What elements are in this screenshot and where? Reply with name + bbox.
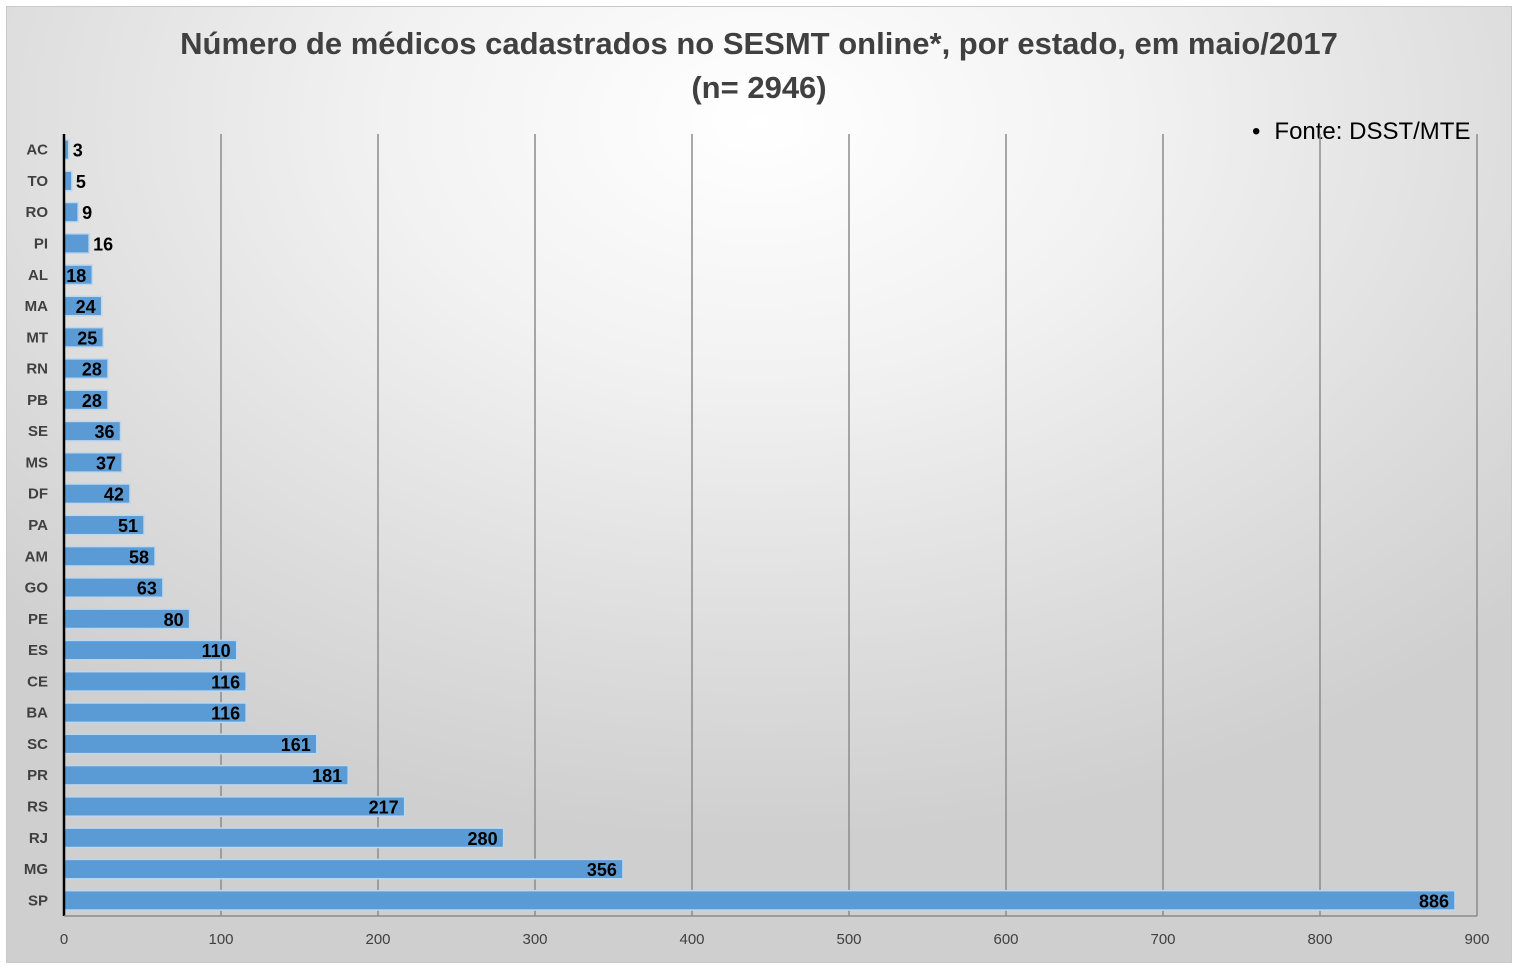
bullet-icon: • — [1252, 118, 1261, 145]
bar — [63, 201, 79, 223]
category-label: AM — [25, 548, 48, 565]
category-label: PI — [34, 235, 48, 252]
category-label: RJ — [29, 830, 48, 847]
data-label: 42 — [104, 485, 124, 505]
category-label: RN — [26, 361, 48, 378]
bar — [63, 827, 505, 849]
category-label: SE — [28, 423, 48, 440]
bar — [63, 733, 318, 755]
category-label: BA — [26, 705, 48, 722]
data-label: 3 — [73, 141, 83, 161]
data-label: 51 — [118, 516, 138, 536]
data-label: 110 — [202, 641, 231, 661]
data-label: 161 — [281, 735, 311, 755]
data-label: 5 — [76, 172, 86, 192]
category-label: SC — [27, 736, 48, 753]
data-label: 25 — [77, 328, 97, 348]
category-label: CE — [27, 673, 48, 690]
data-label: 16 — [93, 234, 113, 254]
data-label: 24 — [76, 297, 96, 317]
bar — [63, 233, 90, 254]
data-label: 886 — [1419, 891, 1449, 911]
source-note: • Fonte: DSST/MTE — [1252, 118, 1470, 146]
data-label: 356 — [587, 860, 617, 880]
data-label: 116 — [211, 704, 240, 724]
x-tick-label: 800 — [1307, 931, 1332, 948]
x-tick-label: 100 — [208, 931, 233, 948]
data-label: 28 — [82, 391, 102, 411]
category-label: AL — [28, 267, 48, 284]
chart-title: Número de médicos cadastrados no SESMT o… — [0, 22, 1518, 110]
data-label: 9 — [82, 203, 92, 223]
category-label: RO — [26, 204, 49, 221]
x-tick-label: 700 — [1150, 931, 1175, 948]
x-tick-label: 300 — [522, 931, 547, 948]
category-label: TO — [27, 173, 48, 190]
x-tick-label: 200 — [365, 931, 390, 948]
data-label: 80 — [164, 610, 184, 630]
data-label: 18 — [66, 266, 86, 286]
data-label: 28 — [82, 360, 102, 380]
category-label: DF — [28, 486, 48, 503]
category-label: PA — [28, 517, 48, 534]
x-tick-label: 400 — [679, 931, 704, 948]
x-tick-label: 0 — [60, 931, 68, 948]
x-tick-label: 600 — [993, 931, 1018, 948]
category-label: MT — [26, 329, 48, 346]
data-label: 116 — [211, 672, 240, 692]
category-label: GO — [25, 580, 49, 597]
category-label: MS — [26, 454, 49, 471]
category-label: PE — [28, 611, 48, 628]
data-label: 37 — [96, 453, 116, 473]
chart-subtitle: (n= 2946) — [691, 70, 827, 105]
bar — [63, 858, 624, 880]
data-label: 63 — [137, 579, 157, 599]
category-label: MA — [25, 298, 48, 315]
x-tick-label: 500 — [836, 931, 861, 948]
category-label: RS — [27, 799, 48, 816]
data-label: 181 — [312, 766, 342, 786]
x-tick-label: 900 — [1464, 931, 1489, 948]
category-label: AC — [26, 142, 48, 159]
category-label: PR — [27, 767, 48, 784]
data-label: 217 — [369, 798, 399, 818]
category-label: MG — [24, 861, 48, 878]
category-label: PB — [27, 392, 48, 409]
bar — [63, 764, 349, 786]
bar — [63, 889, 1456, 911]
data-label: 58 — [129, 547, 149, 567]
category-label: SP — [28, 892, 48, 909]
chart-title-text: Número de médicos cadastrados no SESMT o… — [180, 26, 1338, 61]
data-label: 36 — [94, 422, 114, 442]
category-label: ES — [28, 642, 48, 659]
source-note-text: Fonte: DSST/MTE — [1274, 118, 1471, 145]
bar — [63, 796, 406, 817]
data-label: 280 — [468, 829, 498, 849]
